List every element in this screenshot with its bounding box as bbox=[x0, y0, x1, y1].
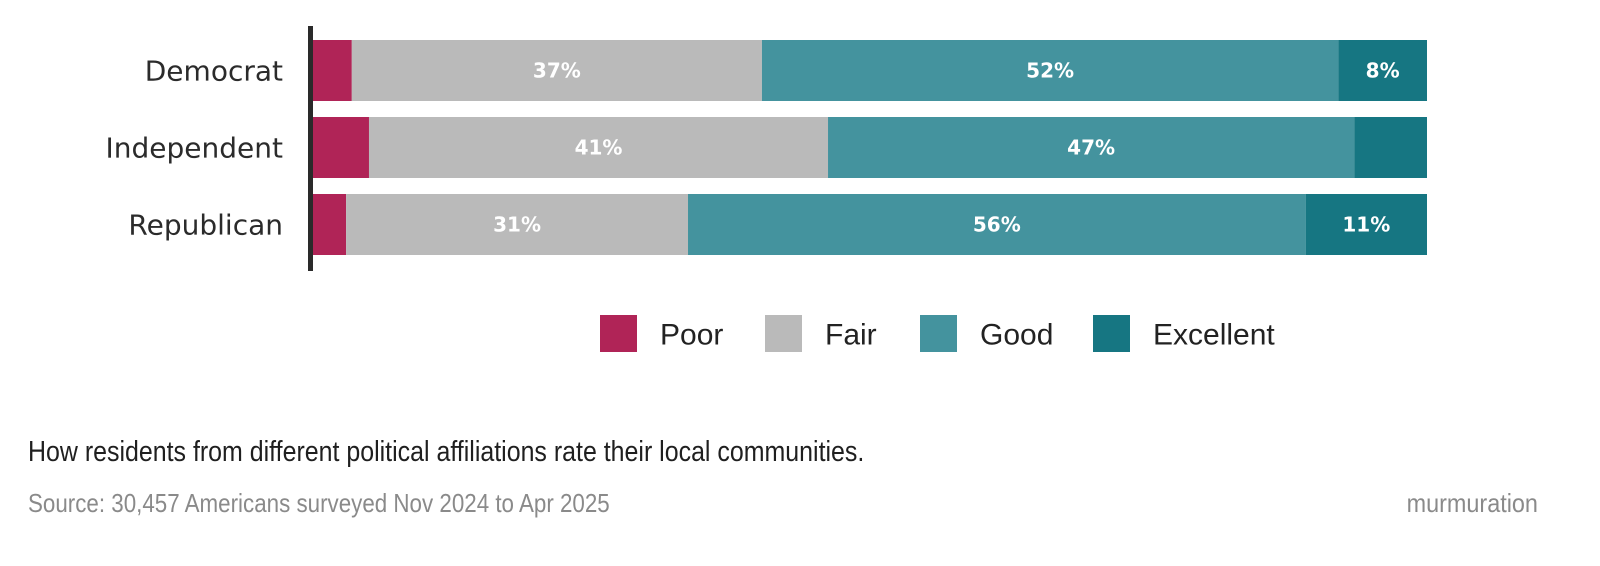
bar-republican-poor bbox=[313, 194, 347, 255]
bar-independent-fair bbox=[368, 117, 829, 178]
legend-swatch-excellent bbox=[1093, 315, 1130, 352]
legend-swatch-good bbox=[920, 315, 957, 352]
row-label-republican: Republican bbox=[128, 209, 283, 242]
category-axis-line bbox=[308, 26, 313, 271]
data-label-republican-excellent: 11% bbox=[1342, 213, 1390, 237]
brand-logo-text: murmuration bbox=[1406, 488, 1538, 518]
data-label-democrat-excellent: 8% bbox=[1366, 59, 1400, 83]
data-label-democrat-fair: 37% bbox=[533, 59, 581, 83]
bar-democrat-fair bbox=[351, 40, 762, 101]
row-label-democrat: Democrat bbox=[145, 55, 283, 88]
legend-label-excellent: Excellent bbox=[1153, 319, 1275, 352]
data-label-republican-fair: 31% bbox=[493, 213, 541, 237]
data-label-republican-good: 56% bbox=[973, 213, 1021, 237]
bar-democrat-excellent bbox=[1338, 40, 1427, 101]
data-label-independent-good: 47% bbox=[1067, 136, 1115, 160]
row-label-independent: Independent bbox=[106, 132, 283, 165]
stacked-bar-chart: 37% 52% 8% 41% 47% 31% 56% 11% Democrat Independ… bbox=[106, 26, 1427, 352]
chart-caption: How residents from different political a… bbox=[28, 436, 865, 468]
bar-republican-fair bbox=[346, 194, 689, 255]
bar-republican-excellent bbox=[1305, 194, 1427, 255]
legend-label-fair: Fair bbox=[825, 319, 877, 352]
bar-independent-excellent bbox=[1354, 117, 1427, 178]
legend-swatch-poor bbox=[600, 315, 637, 352]
legend-label-poor: Poor bbox=[660, 319, 723, 352]
source-note: Source: 30,457 Americans surveyed Nov 20… bbox=[28, 488, 610, 518]
data-label-independent-fair: 41% bbox=[575, 136, 623, 160]
bar-democrat-good bbox=[761, 40, 1339, 101]
bar-independent-poor bbox=[313, 117, 369, 178]
legend: Poor Fair Good Excellent bbox=[600, 315, 1275, 352]
legend-swatch-fair bbox=[765, 315, 802, 352]
bars-layer: 37% 52% 8% 41% 47% 31% 56% 11% bbox=[313, 40, 1427, 255]
bar-independent-good bbox=[828, 117, 1355, 178]
bar-democrat-poor bbox=[313, 40, 352, 101]
row-labels-layer: Democrat Independent Republican bbox=[106, 55, 283, 242]
data-label-democrat-good: 52% bbox=[1026, 59, 1074, 83]
legend-label-good: Good bbox=[980, 319, 1053, 352]
bar-republican-good bbox=[688, 194, 1306, 255]
